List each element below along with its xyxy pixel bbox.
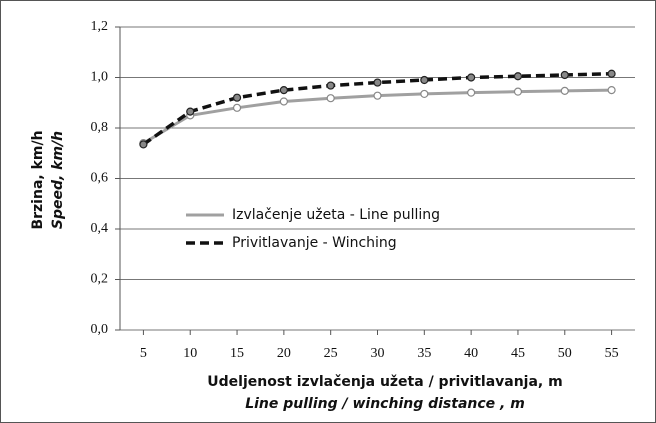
x-label-2: Line pulling / winching distance , m bbox=[245, 396, 525, 412]
series-line bbox=[142, 71, 612, 146]
x-tick-label: 15 bbox=[230, 346, 244, 361]
point bbox=[420, 75, 429, 85]
point bbox=[279, 97, 288, 106]
point bbox=[232, 93, 242, 102]
point bbox=[186, 107, 195, 116]
y-tick-label: 1,0 bbox=[91, 70, 109, 85]
legend-bg bbox=[182, 203, 482, 227]
y-label: Brzina, km/h bbox=[30, 130, 46, 229]
y-label-2: Speed, km/h bbox=[50, 131, 66, 229]
x-tick-label: 35 bbox=[417, 346, 431, 361]
y-tick-label: 0,2 bbox=[91, 272, 109, 287]
point bbox=[232, 103, 242, 112]
y-tick-label: 0,4 bbox=[91, 221, 109, 236]
point bbox=[326, 94, 335, 103]
y-tick-label: 0,6 bbox=[91, 171, 109, 186]
y-tick-label: 0,0 bbox=[91, 322, 109, 337]
x-tick-label: 20 bbox=[277, 346, 291, 361]
point bbox=[467, 88, 476, 97]
x-tick-label: 30 bbox=[371, 346, 385, 361]
legend-label: Privitlavanje - Winching bbox=[232, 235, 397, 251]
point bbox=[139, 140, 148, 149]
legend-label: Izvlačenje užeta - Line pulling bbox=[232, 207, 440, 223]
x-tick-label: 40 bbox=[464, 346, 478, 361]
x-label: Udeljenost izvlačenja užeta / privitlava… bbox=[207, 374, 562, 390]
point bbox=[373, 78, 382, 87]
x-tick-label: 5 bbox=[140, 346, 147, 361]
point bbox=[607, 86, 616, 95]
y-tick-label: 0,8 bbox=[91, 120, 109, 135]
point bbox=[467, 73, 476, 82]
point bbox=[373, 91, 382, 100]
y-tick-label: 1,2 bbox=[91, 19, 109, 34]
legend-bg bbox=[182, 231, 482, 255]
point bbox=[326, 81, 335, 90]
x-tick-label: 45 bbox=[511, 346, 525, 361]
point bbox=[513, 87, 523, 96]
x-tick-label: 50 bbox=[558, 346, 572, 361]
x-tick-label: 25 bbox=[324, 346, 338, 361]
x-tick-label: 10 bbox=[183, 346, 197, 361]
x-tick-label: 55 bbox=[605, 346, 619, 361]
point bbox=[560, 86, 569, 95]
point bbox=[279, 86, 288, 95]
point bbox=[513, 72, 523, 81]
point bbox=[607, 69, 616, 78]
point bbox=[420, 89, 429, 99]
point bbox=[560, 70, 569, 80]
